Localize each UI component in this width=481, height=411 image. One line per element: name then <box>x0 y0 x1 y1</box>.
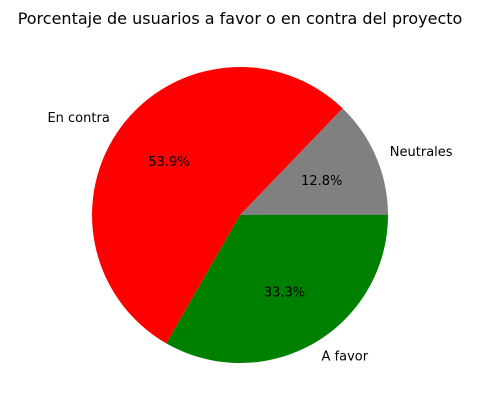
pie-slices <box>92 67 388 364</box>
pie-slice-a-favor <box>166 215 388 364</box>
pie-pct-label: 12.8% <box>301 174 342 189</box>
pie-slice-neutrales <box>240 108 388 215</box>
pie-labels: 12.8% Neutrales 53.9% En contra 33.3% A favor <box>47 111 452 365</box>
pie-pct-label: 53.9% <box>148 155 189 170</box>
pie-category-label: A favor <box>322 349 369 364</box>
pie-category-label: En contra <box>47 111 109 126</box>
chart-title: Porcentaje de usuarios a favor o en cont… <box>18 9 463 28</box>
pie-slice-en-contra <box>92 67 343 344</box>
pie-category-label: Neutrales <box>390 145 453 160</box>
pie-pct-label: 33.3% <box>264 285 305 300</box>
